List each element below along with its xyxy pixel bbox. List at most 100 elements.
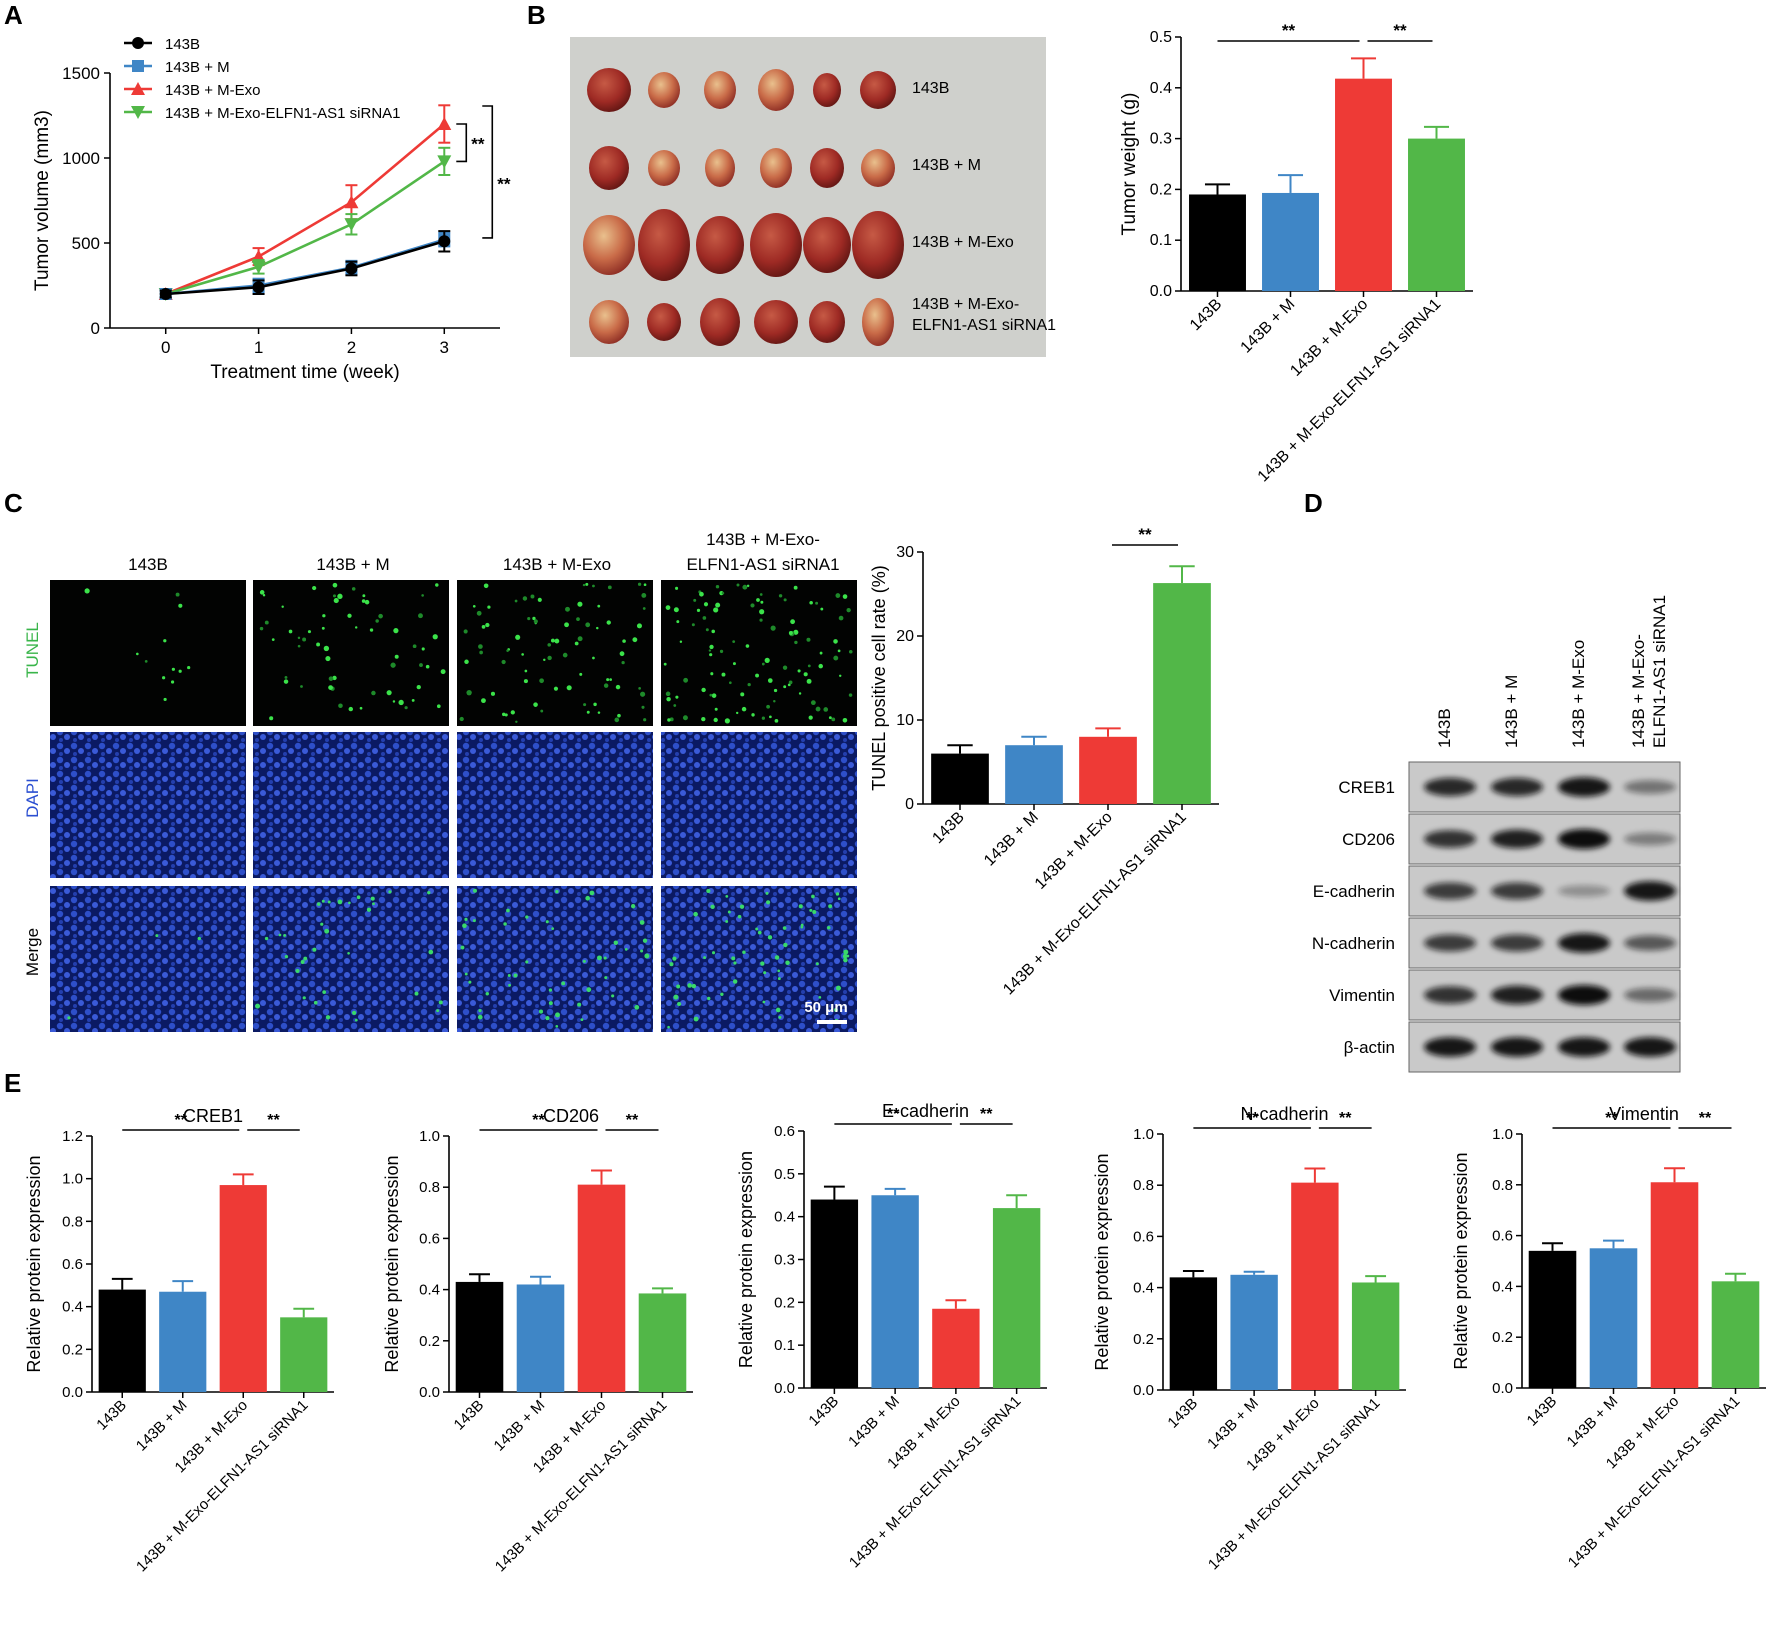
lane-label-3: 143B + M-Exo [1569, 640, 1588, 748]
blot-rows: CREB1 CD206 E-cadherin N-cadherin Vimentin β-… [1312, 761, 1681, 1073]
blot-label: CREB1 [1338, 778, 1395, 797]
tunel-dot [485, 622, 490, 628]
tunel-dot [597, 711, 601, 714]
tunel-dot [710, 672, 714, 676]
blot-band [1424, 986, 1476, 1004]
panel-c-micrographs: 143B 143B + M 143B + M-Exo 143B + M-Exo-… [23, 530, 857, 1032]
merge-dot [585, 895, 591, 901]
tunel-dot [84, 588, 90, 594]
tunel-dot [831, 717, 836, 722]
merge-dot [478, 1009, 482, 1013]
blot-band [1624, 935, 1676, 951]
tunel-tile [50, 580, 246, 726]
tunel-dot [297, 636, 301, 640]
tunel-dot [325, 655, 331, 662]
tunel-dot [693, 598, 697, 602]
micro-col-label-4a: 143B + M-Exo- [706, 530, 820, 549]
tunel-dot [848, 649, 853, 654]
tunel-dot [665, 605, 671, 610]
y-tick-label: 0.2 [774, 1294, 795, 1311]
significance-label: ** [1605, 1110, 1618, 1127]
merge-dot [551, 927, 555, 930]
merge-dot [577, 1002, 582, 1007]
tunel-dot [676, 620, 680, 624]
tunel-dot [178, 669, 182, 673]
blot-row-2: E-cadherin [1313, 865, 1681, 917]
tunel-dot [673, 704, 677, 707]
tunel-dot [818, 663, 823, 669]
merge-dot [613, 940, 619, 945]
tunel-dot [390, 662, 396, 668]
merge-dot [634, 1004, 640, 1010]
tunel-dot [750, 603, 755, 608]
merge-dot [673, 994, 679, 1000]
significance-label: ** [1282, 21, 1296, 40]
y-tick-label: 0.0 [62, 1384, 83, 1401]
tunel-dot [721, 672, 726, 677]
merge-dot [676, 984, 681, 989]
merge-dot [284, 954, 289, 959]
y-tick-label: 30 [896, 544, 914, 561]
tunel-dot [361, 599, 366, 603]
panel-b-tumor-photo: 143B 143B + M 143B + M-Exo 143B + M-Exo-… [570, 37, 1056, 357]
marker-circle [159, 288, 172, 300]
tunel-dot [691, 623, 695, 627]
merge-dot [737, 914, 742, 919]
dapi-tile [457, 732, 653, 878]
merge-tile [50, 886, 246, 1032]
tunel-dot [425, 664, 430, 669]
merge-dot [477, 1014, 483, 1020]
tunel-dot [675, 695, 679, 699]
tunel-dot [787, 683, 791, 687]
tumor-row-1 [589, 146, 895, 190]
merge-dot [370, 896, 375, 901]
merge-dot [325, 1015, 331, 1020]
merge-dot [427, 890, 431, 895]
tumor-specimen [861, 149, 895, 187]
tunel-dot [606, 678, 610, 682]
tunel-dot [259, 626, 264, 631]
y-axis-label: Tumor volume (mm3) [32, 110, 53, 291]
legend-label: 143B + M [165, 59, 230, 76]
photo-label-4a: 143B + M-Exo- [912, 296, 1019, 313]
tunel-dot [351, 587, 356, 591]
y-tick-label: 0.0 [1492, 1380, 1513, 1397]
merge-dot [548, 1001, 553, 1006]
tunel-dot [636, 623, 642, 629]
micro-col-label-1: 143B [128, 555, 168, 574]
tunel-dot [621, 660, 625, 665]
blot-band [1558, 777, 1610, 797]
merge-dot [545, 920, 549, 924]
merge-tile [253, 886, 449, 1032]
significance-label: ** [267, 1112, 280, 1129]
tunel-dot [810, 700, 816, 706]
bar [932, 1308, 980, 1388]
tunel-dot [163, 697, 167, 702]
tunel-dot [719, 649, 724, 654]
tumor-specimen [647, 303, 681, 341]
bar [1351, 1282, 1400, 1390]
dapi-background [50, 732, 246, 878]
merge-dot [303, 956, 308, 961]
merge-dot [348, 901, 351, 905]
bar [1291, 1182, 1339, 1390]
tunel-dot [806, 637, 811, 642]
merge-dot [388, 890, 392, 894]
micro-col-label-3: 143B + M-Exo [503, 555, 611, 574]
tunel-dot [348, 706, 353, 712]
tunel-dot [170, 680, 175, 684]
tunel-dot [393, 628, 399, 634]
tumor-specimen [809, 301, 845, 343]
bar [1230, 1274, 1278, 1390]
y-tick-label: 1000 [62, 149, 100, 168]
panel-c-bar-chart: 0 10 20 30 TUNEL positive cell rate (%) 143B 1… [869, 525, 1219, 998]
tunel-dot [435, 583, 439, 587]
tunel-dot [820, 607, 824, 611]
tunel-dot [269, 716, 274, 721]
tunel-dot [386, 690, 392, 696]
panel-letter-e: E [4, 1068, 21, 1098]
y-tick-label: 0.3 [774, 1252, 795, 1269]
merge-dot [711, 951, 716, 955]
blot-label: CD206 [1342, 830, 1395, 849]
tunel-dot [798, 692, 802, 695]
